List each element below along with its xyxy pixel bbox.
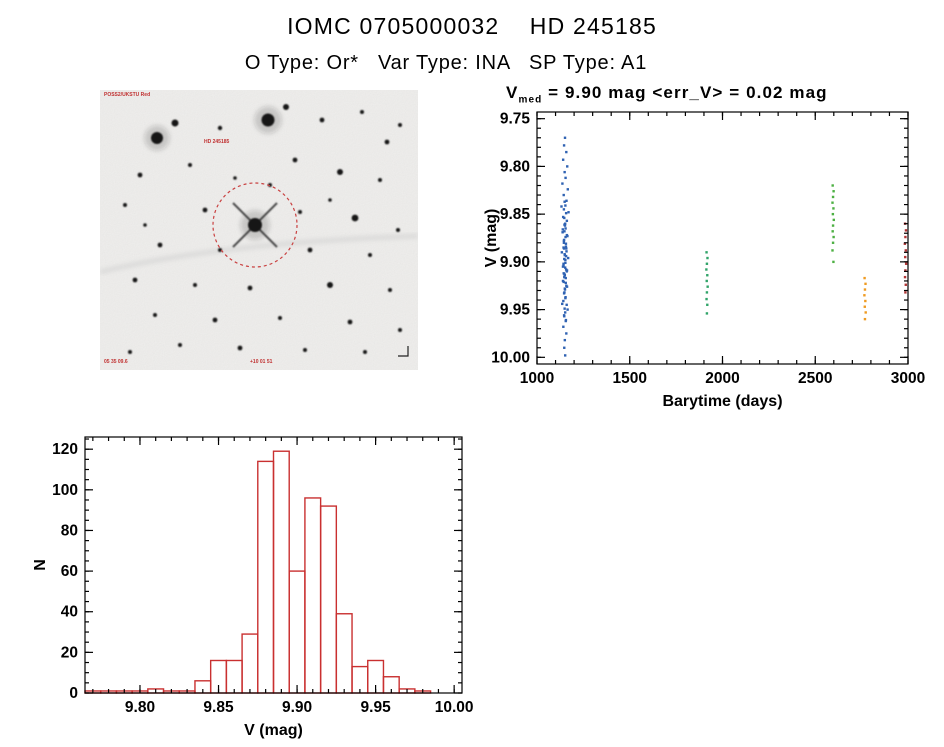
finder-chart-image: POSS2/UKSTU Red HD 245185 05 35 09.6 +10…: [100, 90, 418, 370]
svg-text:9.80: 9.80: [500, 158, 530, 175]
svg-text:2500: 2500: [798, 370, 832, 387]
svg-text:10.00: 10.00: [491, 349, 530, 366]
svg-text:0: 0: [69, 685, 78, 702]
svg-text:9.95: 9.95: [361, 699, 392, 716]
page-subtitle: O Type: Or* Var Type: INA SP Type: A1: [244, 52, 648, 74]
lightcurve-title-sub: med: [518, 94, 543, 106]
lightcurve-plot: Vmed = 9.90 mag <err_V> = 0.02 mag 1000 1…: [480, 80, 936, 420]
plate-corner-mark: [398, 346, 409, 357]
svg-text:80: 80: [61, 522, 78, 539]
svg-text:9.85: 9.85: [500, 206, 531, 223]
lightcurve-title-rest: = 9.90 mag <err_V> = 0.02 mag: [542, 83, 828, 102]
svg-text:1000: 1000: [520, 370, 554, 387]
svg-text:100: 100: [52, 482, 78, 499]
svg-text:40: 40: [61, 604, 78, 621]
svg-text:V (mag): V (mag): [483, 209, 500, 268]
svg-text:Barytime (days): Barytime (days): [662, 393, 782, 410]
svg-text:V (mag): V (mag): [244, 722, 303, 739]
finder-survey-label: POSS2/UKSTU Red: [104, 92, 151, 98]
svg-text:N: N: [32, 559, 49, 571]
target-marker-circle: [212, 182, 298, 268]
sky-field-image: [100, 90, 418, 370]
svg-text:2000: 2000: [705, 370, 739, 387]
svg-text:1500: 1500: [613, 370, 647, 387]
svg-text:10.00: 10.00: [435, 699, 474, 716]
finder-coords-label-2: +10 01 51: [250, 359, 273, 365]
finder-coords-label: 05 35 09.6: [104, 359, 128, 365]
svg-text:9.85: 9.85: [203, 699, 234, 716]
page-title: IOMC 0705000032 HD 245185: [287, 13, 657, 39]
svg-text:120: 120: [52, 441, 78, 458]
lightcurve-canvas: 1000 1500 2000 2500 3000 9.75 9.80 9.85 9.90 9.95…: [483, 111, 925, 410]
plate-trail-artifact: [100, 233, 418, 275]
svg-text:3000: 3000: [891, 370, 925, 387]
svg-text:9.80: 9.80: [125, 699, 155, 716]
svg-text:60: 60: [61, 563, 78, 580]
svg-text:9.75: 9.75: [500, 111, 531, 128]
svg-text:9.90: 9.90: [500, 254, 530, 271]
lightcurve-title-v: V: [506, 83, 519, 102]
svg-text:9.95: 9.95: [500, 302, 531, 319]
lightcurve-title: Vmed = 9.90 mag <err_V> = 0.02 mag: [506, 83, 828, 105]
histogram-canvas: 9.80 9.85 9.90 9.95 10.00 0 20 40 60 80 100 120 V (m…: [32, 436, 474, 739]
finder-target-label: HD 245185: [204, 139, 230, 145]
svg-text:9.90: 9.90: [282, 699, 312, 716]
svg-text:20: 20: [61, 644, 78, 661]
histogram-plot: 9.80 9.85 9.90 9.95 10.00 0 20 40 60 80 100 120 V (m…: [30, 425, 486, 747]
